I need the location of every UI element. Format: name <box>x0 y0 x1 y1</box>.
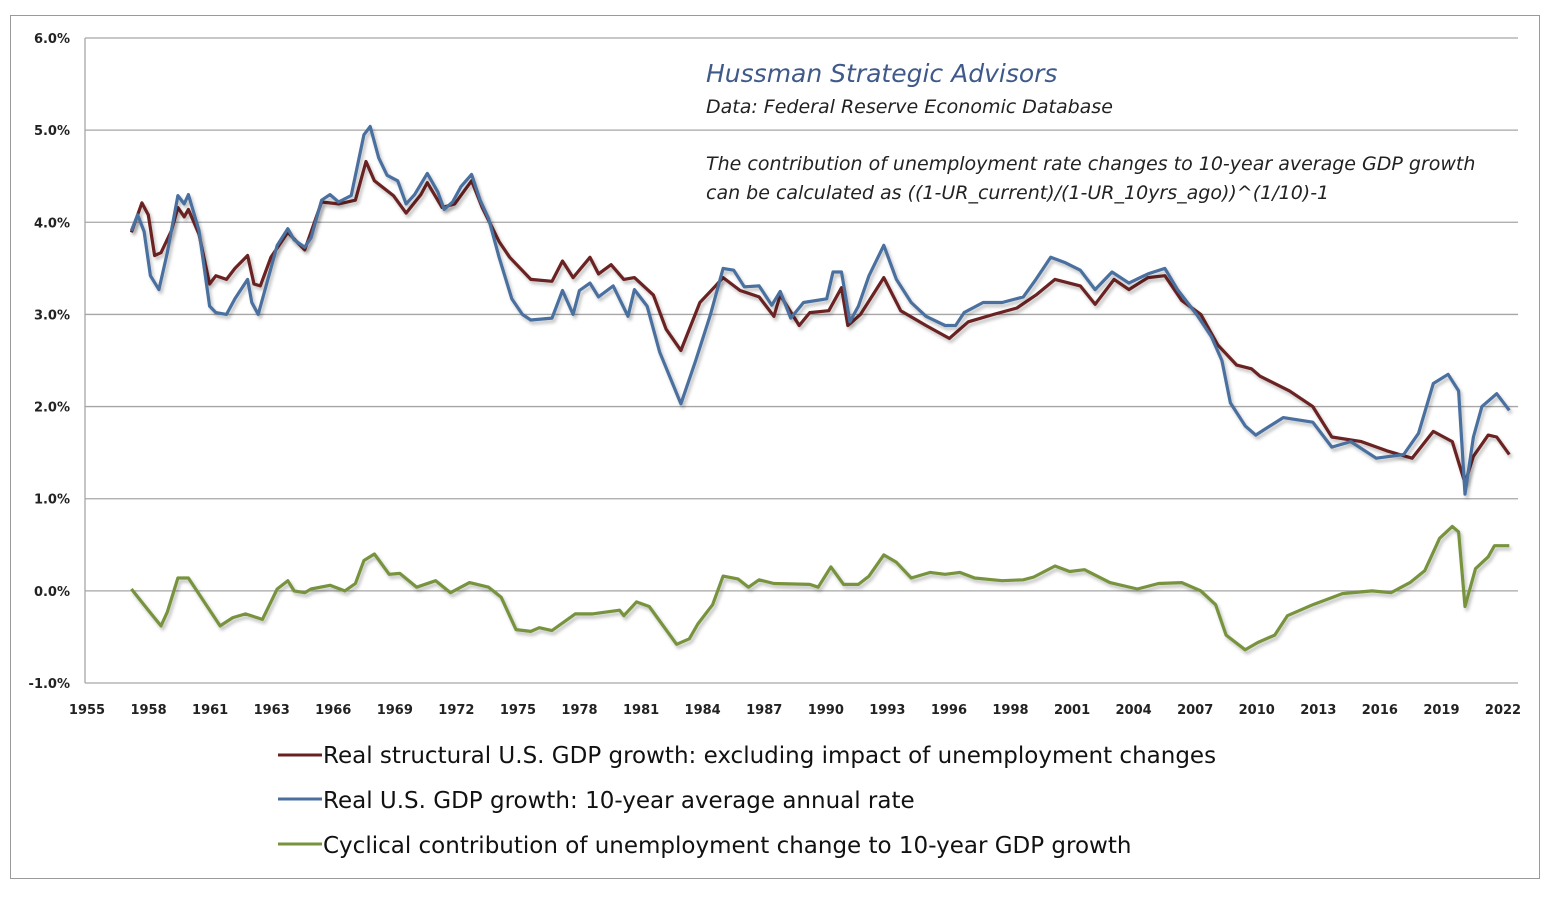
x-tick-label: 1963 <box>254 703 290 718</box>
y-tick-label: 0.0% <box>34 585 70 600</box>
x-tick-label: 1972 <box>438 703 474 718</box>
legend-label-structural: Real structural U.S. GDP growth: excludi… <box>323 743 1216 769</box>
x-tick-label: 1975 <box>500 703 536 718</box>
chart-frame <box>10 15 1540 879</box>
x-tick-label: 1990 <box>808 703 844 718</box>
x-tick-label: 1996 <box>931 703 967 718</box>
series-line-1 <box>129 124 1511 496</box>
gridlines <box>84 37 1518 684</box>
y-tick-label: 3.0% <box>34 308 70 323</box>
formula-annotation-line2: can be calculated as ((1-UR_current)/(1-… <box>706 182 1329 204</box>
y-axis-ticks: -1.0% 0.0% 1.0% 2.0% 3.0% 4.0% 5.0% 6.0% <box>29 32 70 692</box>
y-tick-label: -1.0% <box>29 677 70 692</box>
x-tick-label: 1978 <box>561 703 597 718</box>
x-tick-label: 1998 <box>992 703 1028 718</box>
y-tick-label: 6.0% <box>34 32 70 47</box>
x-tick-label: 1984 <box>685 703 721 718</box>
x-tick-label: 2007 <box>1177 703 1213 718</box>
x-tick-label: 1961 <box>192 703 228 718</box>
x-tick-label: 1955 <box>69 703 105 718</box>
legend-label-gdp: Real U.S. GDP growth: 10-year average an… <box>323 788 915 814</box>
x-tick-label: 2019 <box>1423 703 1459 718</box>
x-tick-label: 2004 <box>1116 703 1152 718</box>
formula-annotation-line1: The contribution of unemployment rate ch… <box>706 153 1475 175</box>
legend: Real structural U.S. GDP growth: excludi… <box>278 743 1216 859</box>
legend-item-gdp: Real U.S. GDP growth: 10-year average an… <box>278 788 915 814</box>
legend-item-cyclical: Cyclical contribution of unemployment ch… <box>278 833 1131 859</box>
data-source-annotation: Data: Federal Reserve Economic Database <box>706 96 1113 118</box>
x-axis-ticks: 1955 1958 1961 1963 1966 1969 1972 1975 1978 1981… <box>69 703 1521 718</box>
series-line-0 <box>129 159 1511 485</box>
x-tick-label: 2010 <box>1239 703 1275 718</box>
y-tick-label: 5.0% <box>34 124 70 139</box>
legend-label-cyclical: Cyclical contribution of unemployment ch… <box>323 833 1131 859</box>
source-firm-annotation: Hussman Strategic Advisors <box>706 59 1057 88</box>
series-line-2 <box>130 524 1510 652</box>
y-tick-label: 2.0% <box>34 401 70 416</box>
x-tick-label: 1993 <box>869 703 905 718</box>
x-tick-label: 1969 <box>377 703 413 718</box>
y-tick-label: 1.0% <box>34 493 70 508</box>
x-tick-label: 1966 <box>315 703 351 718</box>
x-tick-label: 2001 <box>1054 703 1090 718</box>
series-lines <box>129 124 1511 652</box>
x-tick-label: 1987 <box>746 703 782 718</box>
x-tick-label: 2013 <box>1300 703 1336 718</box>
x-tick-label: 1958 <box>130 703 166 718</box>
x-tick-label: 2016 <box>1362 703 1398 718</box>
legend-item-structural: Real structural U.S. GDP growth: excludi… <box>278 743 1216 769</box>
y-tick-label: 4.0% <box>34 216 70 231</box>
x-tick-label: 2022 <box>1485 703 1521 718</box>
x-tick-label: 1981 <box>623 703 659 718</box>
